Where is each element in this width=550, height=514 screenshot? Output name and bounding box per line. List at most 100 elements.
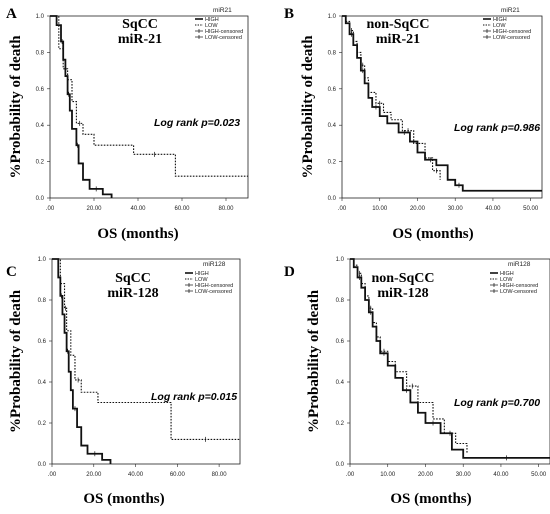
- legend-entry: LOW: [195, 277, 208, 283]
- panel-d: D 0.0 0.2 0.4 0.6 0.8 1.0 .00 10.00 20.00 30.00 40.…: [284, 257, 550, 507]
- x-tick-label: 10.00: [372, 206, 388, 212]
- x-tick-label: 40.00: [130, 206, 146, 212]
- log-rank-annotation: Log rank p=0.015: [151, 391, 237, 403]
- legend-entry: HIGH-censored: [493, 29, 531, 35]
- panel-c: C 0.0 0.2 0.4 0.6 0.8 1.0 .00 20.00 40.00 60.00 80.…: [6, 257, 241, 507]
- x-tick-label: 20.00: [86, 206, 102, 212]
- x-tick-label: 20.00: [86, 472, 102, 478]
- log-rank-annotation: Log rank p=0.700: [454, 397, 540, 409]
- y-axis-label: %Probability of death: [8, 35, 24, 179]
- panel-letter: A: [6, 6, 17, 22]
- x-tick-label: 40.00: [128, 472, 144, 478]
- plot-frame: [341, 15, 543, 199]
- x-tick-label: 30.00: [456, 472, 472, 478]
- x-tick-label: 60.00: [170, 472, 186, 478]
- y-tick-label: 0.4: [336, 380, 345, 386]
- legend-entry: HIGH: [493, 17, 507, 23]
- y-tick-label: 0.6: [38, 339, 47, 345]
- legend-entry: LOW: [493, 23, 506, 29]
- chart-title: non-SqCC: [366, 17, 429, 32]
- x-axis-label: OS (months): [97, 226, 178, 242]
- x-tick-label: 80.00: [218, 206, 234, 212]
- y-tick-label: 1.0: [36, 14, 45, 20]
- x-tick-label: .00: [46, 206, 55, 212]
- x-tick-label: 40.00: [485, 206, 501, 212]
- y-tick-label: 0.8: [336, 298, 345, 304]
- panel-letter: B: [284, 6, 294, 22]
- y-tick-label: 0.6: [36, 87, 45, 93]
- x-tick-label: 50.00: [531, 472, 547, 478]
- y-tick-label: 0.2: [36, 160, 45, 166]
- y-tick-label: 0.4: [36, 123, 45, 129]
- km-curve-low: [52, 258, 240, 440]
- log-rank-annotation: Log rank p=0.023: [154, 117, 240, 129]
- km-curve-low: [350, 258, 468, 454]
- x-tick-label: 80.00: [212, 472, 228, 478]
- km-curve-low: [50, 15, 248, 177]
- x-tick-label: 40.00: [493, 472, 509, 478]
- legend-entry: HIGH-censored: [500, 283, 538, 289]
- chart-title: SqCC: [122, 17, 158, 32]
- legend-entry: HIGH-censored: [205, 29, 243, 35]
- x-tick-label: 50.00: [523, 206, 539, 212]
- x-tick-label: 20.00: [418, 472, 434, 478]
- chart-subtitle: miR-128: [377, 286, 428, 301]
- y-tick-label: 0.6: [328, 87, 337, 93]
- y-tick-label: 0.2: [328, 160, 337, 166]
- legend-entry: LOW: [205, 23, 218, 29]
- legend-title: miR21: [213, 7, 232, 14]
- legend-title: miR128: [508, 261, 531, 268]
- km-curve-low: [342, 15, 441, 180]
- y-tick-label: 1.0: [336, 257, 345, 263]
- x-tick-label: .00: [48, 472, 57, 478]
- y-axis-label: %Probability of death: [306, 289, 322, 433]
- legend-title: miR128: [203, 261, 226, 268]
- x-tick-label: 20.00: [410, 206, 426, 212]
- chart-title: non-SqCC: [371, 271, 434, 286]
- km-curve-high: [342, 15, 542, 192]
- legend-entry: LOW-censored: [500, 289, 537, 295]
- y-tick-label: 0.4: [328, 123, 337, 129]
- panel-letter: C: [6, 264, 17, 280]
- legend-entry: HIGH: [205, 17, 219, 23]
- plot-frame: [349, 258, 550, 465]
- chart-subtitle: miR-21: [376, 32, 420, 47]
- y-tick-label: 0.8: [328, 50, 337, 56]
- x-axis-label: OS (months): [83, 491, 164, 507]
- y-axis-label: %Probability of death: [8, 289, 24, 433]
- km-curve-high: [50, 15, 113, 198]
- x-tick-label: .00: [338, 206, 347, 212]
- km-curve-high: [52, 258, 112, 464]
- y-tick-label: 0.0: [38, 462, 47, 468]
- chart-subtitle: miR-128: [107, 286, 158, 301]
- legend-entry: HIGH-censored: [195, 283, 233, 289]
- y-tick-label: 0.8: [38, 298, 47, 304]
- x-axis-label: OS (months): [392, 226, 473, 242]
- legend-entry: HIGH: [195, 271, 209, 277]
- legend-entry: LOW: [500, 277, 513, 283]
- plot-frame: [51, 258, 241, 465]
- panel-letter: D: [284, 264, 295, 280]
- x-axis-label: OS (months): [390, 491, 471, 507]
- y-tick-label: 0.0: [36, 196, 45, 202]
- x-tick-label: 30.00: [448, 206, 464, 212]
- y-tick-label: 0.8: [36, 50, 45, 56]
- y-axis-label: %Probability of death: [300, 35, 316, 179]
- x-tick-label: 60.00: [174, 206, 190, 212]
- y-tick-label: 1.0: [38, 257, 47, 263]
- chart-title: SqCC: [115, 271, 151, 286]
- y-tick-label: 0.2: [336, 421, 345, 427]
- legend-title: miR21: [501, 7, 520, 14]
- y-tick-label: 0.0: [336, 462, 345, 468]
- y-tick-label: 0.0: [328, 196, 337, 202]
- chart-subtitle: miR-21: [118, 32, 162, 47]
- legend-entry: LOW-censored: [493, 35, 530, 41]
- log-rank-annotation: Log rank p=0.986: [454, 122, 540, 134]
- y-tick-label: 0.4: [38, 380, 47, 386]
- legend-entry: LOW-censored: [205, 35, 242, 41]
- y-tick-label: 1.0: [328, 14, 337, 20]
